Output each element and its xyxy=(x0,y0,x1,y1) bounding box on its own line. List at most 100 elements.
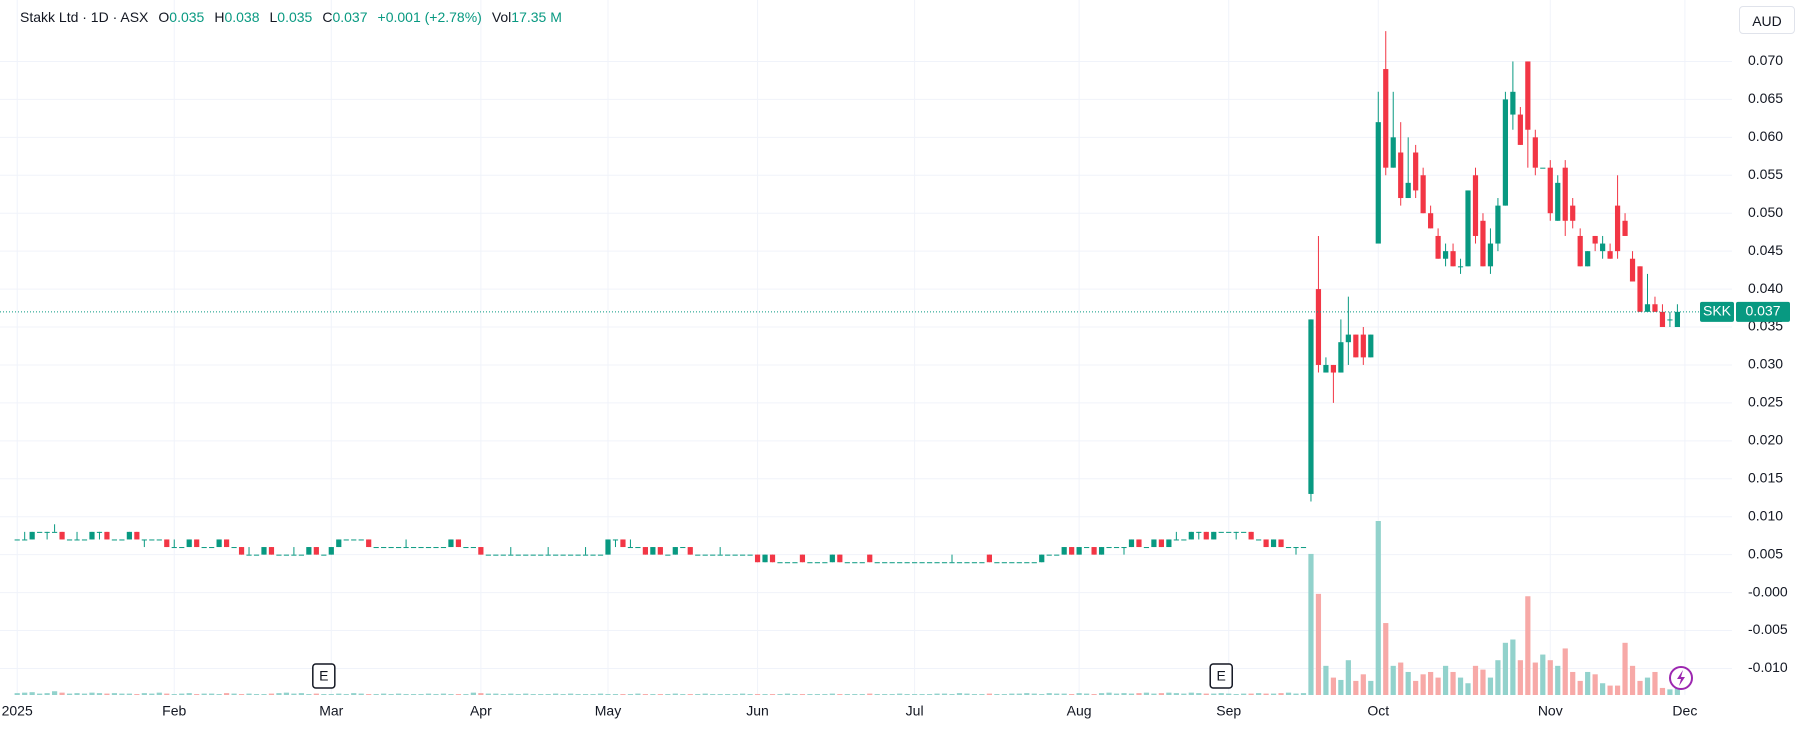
low-value: 0.035 xyxy=(277,9,313,25)
volume-bar xyxy=(1457,677,1464,695)
candle-body xyxy=(590,554,596,556)
volume-bar xyxy=(253,694,260,695)
volume-bar xyxy=(37,693,43,695)
volume-bar xyxy=(949,694,955,695)
candle-body xyxy=(37,531,43,533)
candle-body xyxy=(1562,167,1568,221)
volume-bar xyxy=(223,693,230,695)
candle-body xyxy=(96,531,103,533)
volume-bar xyxy=(1128,693,1135,695)
volume-bar xyxy=(51,691,58,695)
volume-bar xyxy=(1577,680,1583,695)
volume-bar xyxy=(201,693,207,695)
x-tick-label: Nov xyxy=(1538,703,1563,719)
volume-bar xyxy=(485,693,491,695)
volume-bar xyxy=(410,694,417,695)
volume-bar xyxy=(1136,693,1142,695)
volume-bar xyxy=(1435,677,1441,695)
candle-body xyxy=(246,554,252,556)
candle-body xyxy=(1166,539,1172,548)
open-value: 0.035 xyxy=(169,9,205,25)
candle-body xyxy=(882,562,888,564)
y-tick-label: -0.010 xyxy=(1748,659,1788,675)
volume-bar xyxy=(889,694,895,695)
symbol-title: Stakk Ltd · 1D · ASX xyxy=(20,9,149,25)
volume-title: Vol xyxy=(491,9,512,25)
y-tick-label: 0.030 xyxy=(1748,356,1783,372)
candle-body xyxy=(1457,266,1464,268)
candle-body xyxy=(538,554,544,556)
candle-body xyxy=(912,562,918,564)
candle-body xyxy=(1495,205,1501,244)
volume-bar xyxy=(478,693,484,695)
volume-bar xyxy=(941,693,948,695)
volume-bar xyxy=(388,694,394,695)
candle-body xyxy=(986,554,992,563)
candle-body xyxy=(381,547,387,549)
candle-body xyxy=(792,562,798,564)
currency-button[interactable]: AUD xyxy=(1739,6,1795,34)
volume-bar xyxy=(1069,694,1075,695)
volume-bar xyxy=(395,693,402,695)
candle-body xyxy=(859,562,865,564)
candle-body xyxy=(1001,562,1007,564)
candle-body xyxy=(1517,114,1523,145)
candle-body xyxy=(306,547,312,555)
volume-bar xyxy=(568,693,574,695)
candle-body xyxy=(777,562,783,564)
volume-bar xyxy=(59,692,65,695)
volume-bar xyxy=(440,693,447,695)
y-tick-label: -0.000 xyxy=(1748,583,1788,599)
candle-body xyxy=(238,547,245,555)
candle-body xyxy=(1233,531,1239,533)
volume-bar xyxy=(336,693,342,695)
volume-bar xyxy=(822,694,828,695)
candle-body xyxy=(1480,220,1486,267)
volume-bar xyxy=(1211,693,1217,695)
candle-body xyxy=(493,554,499,556)
volume-bar xyxy=(306,694,312,695)
candle-body xyxy=(298,554,304,556)
candle-body xyxy=(209,547,215,549)
candle-body xyxy=(1323,364,1329,373)
volume-bar xyxy=(1667,689,1673,695)
volume-bar xyxy=(1173,693,1179,695)
candle-body xyxy=(523,554,529,556)
volume-bar xyxy=(403,694,409,695)
volume-bar xyxy=(680,694,686,695)
candle-body xyxy=(620,539,626,548)
candle-body xyxy=(1375,122,1381,244)
candle-body xyxy=(1353,334,1359,358)
candle-body xyxy=(1248,531,1254,540)
volume-bar xyxy=(1562,648,1568,695)
candle-body xyxy=(261,547,267,555)
candle-body xyxy=(1667,319,1673,321)
candle-body xyxy=(807,562,813,564)
candle-body xyxy=(1039,554,1045,563)
candle-body xyxy=(822,562,828,564)
candle-body xyxy=(1285,547,1292,549)
candle-body xyxy=(979,562,985,564)
volume-bar xyxy=(321,694,327,695)
candle-body xyxy=(1570,205,1576,221)
candle-body xyxy=(1547,167,1553,214)
candle-body xyxy=(44,531,50,533)
candle-body xyxy=(179,547,185,549)
candle-body xyxy=(642,547,648,555)
candle-body xyxy=(1502,99,1509,206)
volume-bar xyxy=(1091,694,1097,695)
candle-body xyxy=(1256,539,1262,541)
volume-bar xyxy=(994,694,1000,695)
volume-bar xyxy=(1555,665,1561,695)
volume-bar xyxy=(366,694,372,695)
volume-bar xyxy=(74,693,80,695)
volume-bar xyxy=(29,692,35,695)
candle-body xyxy=(680,547,686,549)
volume-bar xyxy=(956,693,963,695)
volume-bar xyxy=(1353,680,1359,695)
candle-body xyxy=(119,539,125,541)
candle-body xyxy=(762,554,768,563)
volume-bar xyxy=(1405,671,1411,695)
volume-bar xyxy=(620,694,626,695)
candle-body xyxy=(837,554,843,563)
